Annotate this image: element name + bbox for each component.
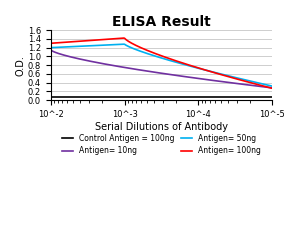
Title: ELISA Result: ELISA Result (112, 15, 211, 29)
Legend: Control Antigen = 100ng, Antigen= 10ng, Antigen= 50ng, Antigen= 100ng: Control Antigen = 100ng, Antigen= 10ng, … (58, 130, 264, 158)
Y-axis label: O.D.: O.D. (15, 55, 25, 76)
X-axis label: Serial Dilutions of Antibody: Serial Dilutions of Antibody (95, 122, 228, 132)
